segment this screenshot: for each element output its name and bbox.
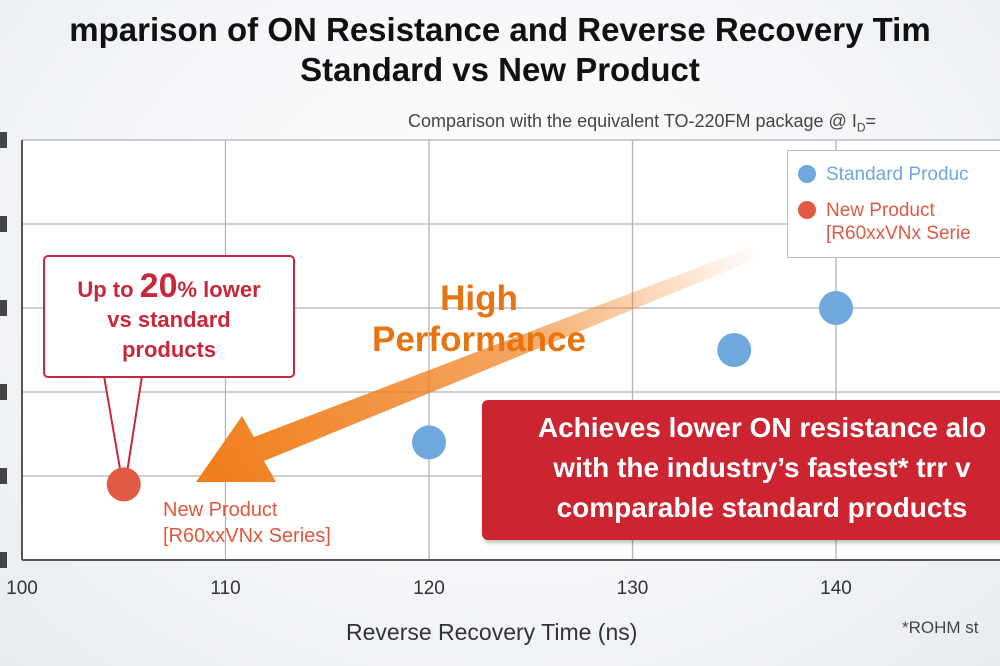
high-performance-line-1: High [440,279,518,318]
legend-marker-standard [798,165,816,183]
legend-label-new: New Product [R60xxVNx Serie [826,199,971,245]
y-tick-label-stub [0,216,7,232]
legend-new-line-2: [R60xxVNx Serie [826,223,971,244]
x-tick-label: 140 [820,578,852,599]
high-performance-line-2: Performance [372,320,586,359]
legend-item-new: New Product [R60xxVNx Serie [798,199,971,245]
callout-line-2: vs standard [107,307,231,332]
point-label-line-1: New Product [163,499,278,521]
x-tick-labels: 100 110 120 130 140 [6,578,852,599]
data-point [412,425,446,460]
high-performance-label: High Performance [354,278,604,360]
callout-line-3: products [121,337,217,362]
chart-legend: Standard Produc New Product [R60xxVNx Ser… [787,150,1000,258]
chart-subtitle: Comparison with the equivalent TO-220FM … [408,111,876,135]
callout-percent: 20 [139,267,178,305]
reduction-callout: Up to 20% lower vs standard products [43,255,295,378]
banner-line-3: comparable standard products [556,492,968,523]
subtitle-text: Comparison with the equivalent TO-220FM … [408,111,857,131]
callout-post: % lower [177,277,261,302]
x-tick-label: 120 [413,578,445,599]
data-point [717,333,752,367]
y-tick-label-stub [0,468,7,484]
data-points [106,291,853,502]
y-tick-label-stub [0,384,7,400]
subtitle-suffix: = [865,111,877,131]
legend-label-standard: Standard Produc [826,164,969,185]
x-tick-label: 100 [6,578,38,599]
x-axis-label: Reverse Recovery Time (ns) [346,619,638,645]
x-tick-label: 130 [617,578,649,599]
data-point [106,467,141,502]
title-line-1: mparison of ON Resistance and Reverse Re… [69,11,931,48]
data-point [819,291,853,325]
y-tick-label-stub [0,300,7,316]
performance-arrow [196,243,768,482]
legend-new-line-1: New Product [826,200,935,221]
y-tick-label-stub [0,132,7,148]
subtitle-subscript: D [856,120,866,135]
legend-marker-new [798,201,816,219]
point-label-line-2: [R60xxVNx Series] [163,525,331,547]
footnote: *ROHM st [902,618,979,637]
summary-banner: Achieves lower ON resistance alo with th… [482,400,1000,540]
title-line-2: Standard vs New Product [300,51,700,88]
new-product-point-label: New Product [R60xxVNx Series] [163,497,331,549]
x-tick-label: 110 [210,578,240,599]
chart-title: mparison of ON Resistance and Reverse Re… [0,10,1000,90]
legend-item-standard: Standard Produc [798,163,969,186]
callout-pre: Up to [77,277,140,302]
banner-line-2: with the industry’s fastest* trr v [553,452,971,483]
banner-line-1: Achieves lower ON resistance alo [537,412,987,443]
y-tick-labels [0,132,7,568]
y-tick-label-stub [0,552,7,568]
